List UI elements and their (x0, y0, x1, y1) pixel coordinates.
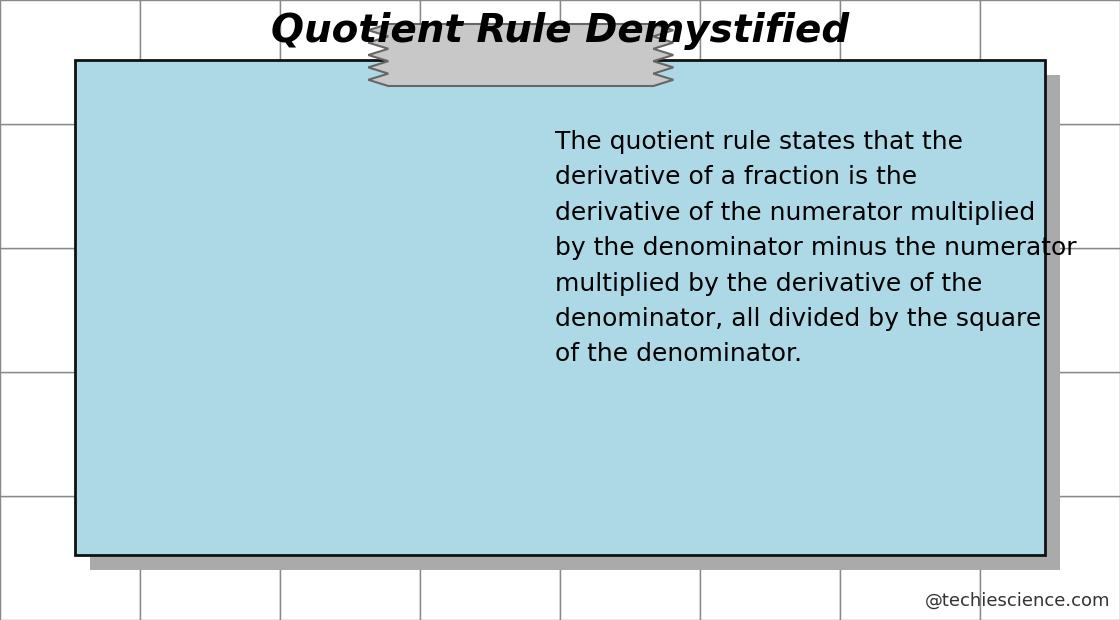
Bar (980, 0, 1120, 124)
Text: The quotient rule states that the
derivative of a fraction is the
derivative of : The quotient rule states that the deriva… (556, 130, 1076, 366)
Bar (280, 248, 420, 372)
Bar (140, 372, 280, 496)
Bar (700, 124, 840, 248)
Bar (700, 496, 840, 620)
Bar (420, 372, 560, 496)
Bar (420, 0, 560, 124)
Bar (560, 0, 700, 124)
Bar (560, 124, 700, 248)
Bar (840, 372, 980, 496)
Bar (980, 372, 1120, 496)
Bar (0, 0, 140, 124)
Bar (980, 124, 1120, 248)
Bar (560, 496, 700, 620)
Bar (840, 496, 980, 620)
Bar (280, 496, 420, 620)
Bar (280, 124, 420, 248)
Bar (980, 248, 1120, 372)
Bar (840, 0, 980, 124)
Bar (700, 0, 840, 124)
Bar (0, 248, 140, 372)
Bar (90, 75, 1060, 570)
Bar (420, 124, 560, 248)
Bar (0, 496, 140, 620)
Bar (560, 248, 700, 372)
Bar (700, 248, 840, 372)
Bar (840, 248, 980, 372)
Bar (560, 372, 700, 496)
Bar (420, 496, 560, 620)
Text: Quotient Rule Demystified: Quotient Rule Demystified (271, 12, 849, 50)
Bar (75, 60, 1045, 555)
Bar (140, 248, 280, 372)
Bar (700, 372, 840, 496)
Bar (0, 124, 140, 248)
Bar (280, 372, 420, 496)
Bar (980, 496, 1120, 620)
Bar (840, 124, 980, 248)
Bar (140, 496, 280, 620)
Bar (280, 0, 420, 124)
Bar (140, 124, 280, 248)
Bar (140, 0, 280, 124)
Bar (0, 372, 140, 496)
Polygon shape (368, 24, 673, 86)
Bar (420, 248, 560, 372)
Text: @techiescience.com: @techiescience.com (924, 592, 1110, 610)
